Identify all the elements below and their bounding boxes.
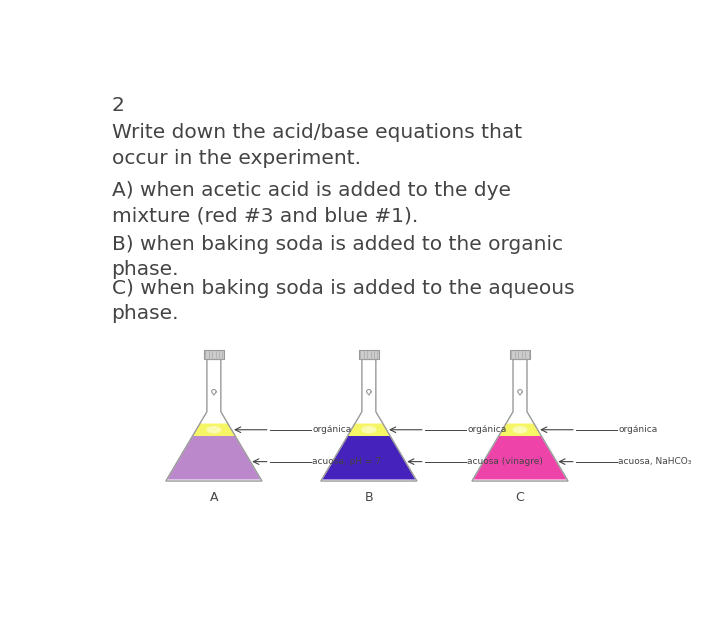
Polygon shape xyxy=(499,423,541,436)
Polygon shape xyxy=(193,423,234,436)
Text: orgánica: orgánica xyxy=(618,425,658,435)
Polygon shape xyxy=(474,436,567,480)
Bar xyxy=(359,350,379,359)
Text: 2: 2 xyxy=(111,96,124,115)
Text: orgánica: orgánica xyxy=(312,425,352,435)
Text: A: A xyxy=(210,491,218,504)
Ellipse shape xyxy=(362,426,377,433)
Text: orgánica: orgánica xyxy=(467,425,507,435)
Text: C) when baking soda is added to the aqueous
phase.: C) when baking soda is added to the aque… xyxy=(111,278,574,324)
Text: acuosa, pH = 7: acuosa, pH = 7 xyxy=(312,457,381,466)
Bar xyxy=(510,350,530,359)
Text: B) when baking soda is added to the organic
phase.: B) when baking soda is added to the orga… xyxy=(111,234,562,280)
Ellipse shape xyxy=(513,426,528,433)
Bar xyxy=(203,350,224,359)
Text: acuosa (vinagre): acuosa (vinagre) xyxy=(467,457,543,466)
Polygon shape xyxy=(322,436,416,480)
Text: acuosa, NaHCO₃: acuosa, NaHCO₃ xyxy=(618,457,692,466)
Polygon shape xyxy=(168,436,260,480)
Text: Write down the acid/base equations that
occur in the experiment.: Write down the acid/base equations that … xyxy=(111,123,522,168)
Text: C: C xyxy=(516,491,524,504)
Ellipse shape xyxy=(206,426,221,433)
Polygon shape xyxy=(348,423,390,436)
Text: A) when acetic acid is added to the dye
mixture (red #3 and blue #1).: A) when acetic acid is added to the dye … xyxy=(111,181,510,226)
Text: B: B xyxy=(365,491,373,504)
